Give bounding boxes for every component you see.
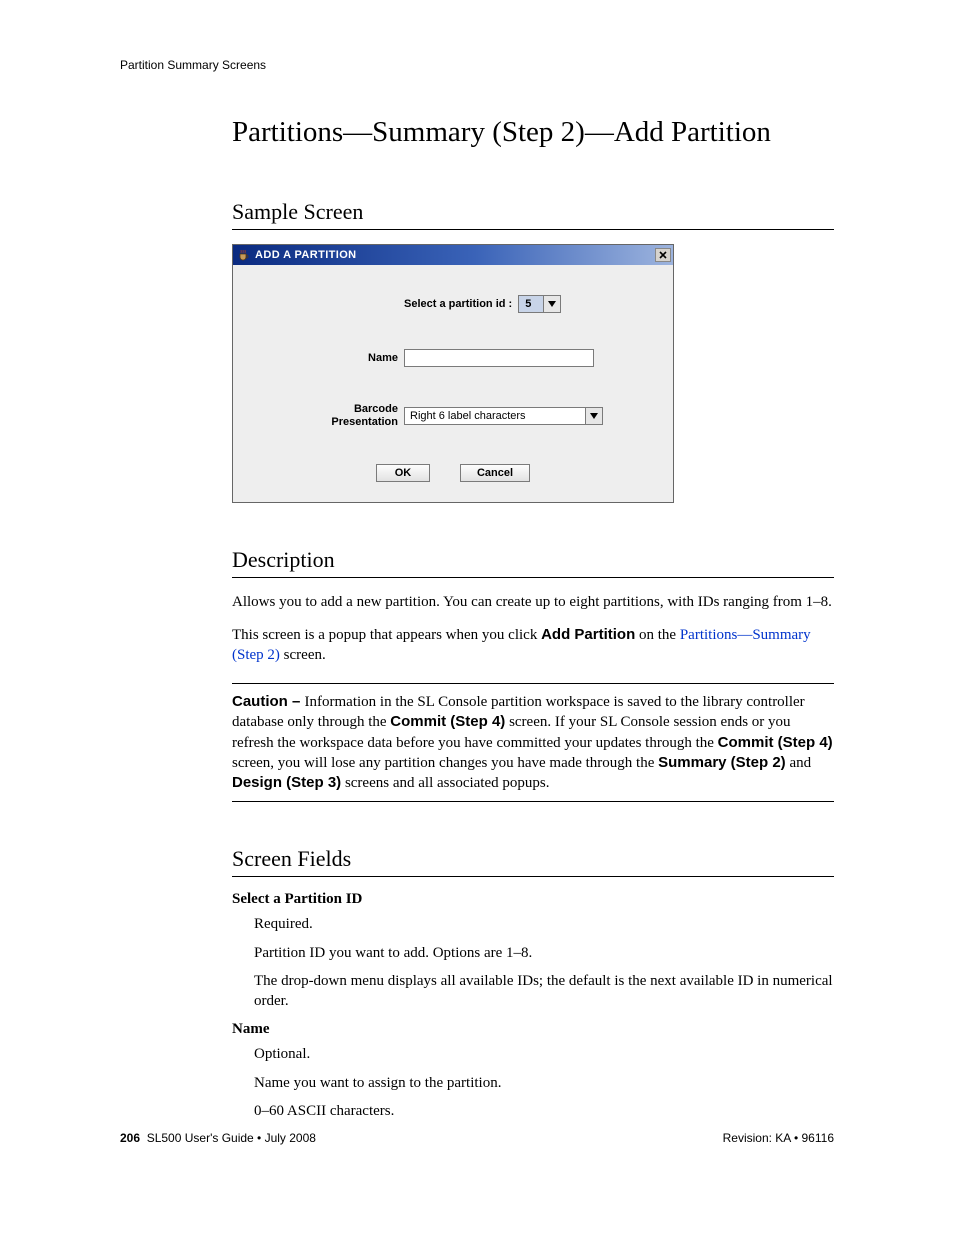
close-icon (659, 251, 667, 259)
running-header: Partition Summary Screens (120, 58, 834, 72)
field-name-name: Name (232, 1021, 834, 1038)
barcode-presentation-label: Barcode Presentation (253, 403, 404, 428)
description-para-2: This screen is a popup that appears when… (232, 625, 834, 666)
field-para: 0–60 ASCII characters. (254, 1101, 834, 1121)
select-partition-id-label: Select a partition id : (404, 298, 512, 310)
name-input[interactable] (404, 349, 594, 367)
chevron-down-icon (585, 408, 602, 424)
description-heading: Description (232, 547, 834, 573)
summary-step2-bold: Summary (Step 2) (658, 754, 786, 771)
field-para: Name you want to assign to the partition… (254, 1073, 834, 1093)
doc-title: SL500 User's Guide • July 2008 (147, 1131, 316, 1145)
screen-fields-heading: Screen Fields (232, 846, 834, 872)
barcode-label-line1: Barcode (354, 403, 398, 415)
sample-screen-heading: Sample Screen (232, 199, 834, 225)
design-step3-bold: Design (Step 3) (232, 774, 341, 791)
page-number: 206 (120, 1131, 140, 1145)
field-para: Optional. (254, 1044, 834, 1064)
desc-text: on the (635, 627, 680, 643)
description-para-1: Allows you to add a new partition. You c… (232, 592, 834, 612)
field-para: The drop-down menu displays all availabl… (254, 971, 834, 1012)
name-label: Name (253, 352, 404, 365)
partition-id-value: 5 (519, 296, 543, 312)
dialog-title: ADD A PARTITION (255, 249, 357, 261)
barcode-presentation-dropdown[interactable]: Right 6 label characters (404, 407, 603, 425)
page-footer: 206 SL500 User's Guide • July 2008 Revis… (120, 1131, 834, 1145)
add-partition-bold: Add Partition (541, 626, 635, 643)
barcode-presentation-value: Right 6 label characters (405, 408, 585, 424)
field-para: Partition ID you want to add. Options ar… (254, 943, 834, 963)
caution-label: Caution – (232, 693, 305, 710)
partition-id-dropdown[interactable]: 5 (518, 295, 561, 313)
caution-text: screens and all associated popups. (341, 775, 549, 791)
caution-box: Caution – Information in the SL Console … (232, 683, 834, 802)
revision-text: Revision: KA • 96116 (723, 1131, 834, 1145)
chevron-down-icon (543, 296, 560, 312)
page-title: Partitions—Summary (Step 2)—Add Partitio… (232, 116, 834, 149)
commit-step4-bold: Commit (Step 4) (390, 713, 505, 730)
desc-text: screen. (280, 647, 326, 663)
caution-text: screen, you will lose any partition chan… (232, 755, 658, 771)
section-rule (232, 229, 834, 230)
desc-text: This screen is a popup that appears when… (232, 627, 541, 643)
caution-text: and (786, 755, 811, 771)
add-partition-dialog: ADD A PARTITION Select a partition id : … (232, 244, 674, 503)
field-select-partition-id-name: Select a Partition ID (232, 891, 834, 908)
close-button[interactable] (655, 248, 671, 262)
barcode-label-line2: Presentation (331, 416, 398, 428)
field-para: Required. (254, 914, 834, 934)
section-rule (232, 876, 834, 877)
coffee-icon (237, 248, 251, 262)
ok-button[interactable]: OK (376, 464, 430, 482)
commit-step4-bold: Commit (Step 4) (718, 734, 833, 751)
dialog-titlebar: ADD A PARTITION (233, 245, 673, 265)
section-rule (232, 577, 834, 578)
cancel-button[interactable]: Cancel (460, 464, 530, 482)
